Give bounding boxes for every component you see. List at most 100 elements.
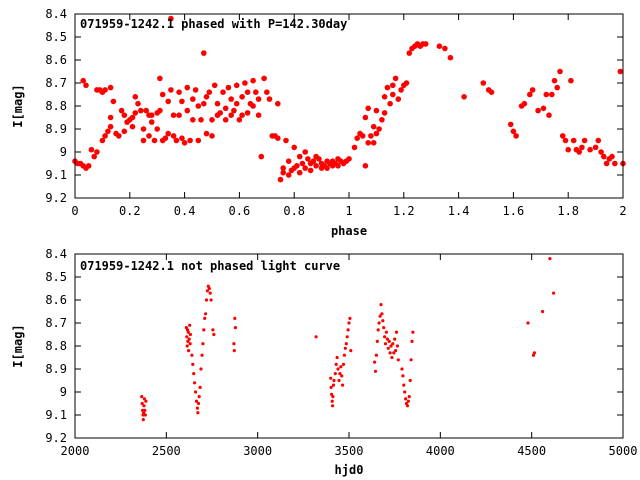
y-tick-label: 9.2 — [45, 431, 67, 445]
y-tick-label: 8.4 — [45, 7, 67, 21]
data-point — [118, 107, 125, 114]
data-point — [526, 321, 530, 325]
data-point — [107, 114, 114, 121]
data-point — [151, 137, 158, 144]
data-point — [381, 110, 388, 116]
plot-frame — [74, 13, 624, 199]
data-point — [341, 383, 345, 387]
data-point — [195, 103, 202, 109]
x-tick-label: 4500 — [517, 444, 546, 458]
data-point — [162, 135, 169, 141]
data-point — [132, 110, 139, 116]
data-point — [138, 107, 144, 114]
data-point — [532, 351, 537, 355]
data-point — [233, 82, 240, 89]
data-point — [255, 96, 262, 102]
data-point — [384, 330, 388, 334]
data-point — [148, 112, 155, 118]
data-point — [510, 128, 517, 135]
data-point — [231, 107, 237, 114]
data-point — [280, 165, 287, 171]
data-point — [193, 381, 197, 385]
data-point — [480, 80, 487, 86]
data-point — [239, 112, 245, 118]
data-point — [595, 137, 602, 144]
data-point — [346, 156, 352, 162]
data-point — [165, 130, 171, 137]
data-point — [557, 68, 563, 75]
data-point — [549, 91, 555, 98]
data-point — [436, 43, 443, 49]
data-point — [196, 411, 200, 415]
data-point — [253, 89, 259, 95]
data-point — [390, 91, 396, 98]
data-point — [236, 117, 243, 123]
data-point — [187, 137, 193, 144]
data-point — [382, 326, 386, 330]
data-point — [405, 404, 410, 408]
x-tick-label: 4000 — [426, 444, 455, 458]
data-point — [365, 140, 372, 146]
data-point — [203, 94, 210, 100]
data-point — [88, 146, 95, 153]
data-point — [334, 362, 338, 366]
data-point — [140, 126, 147, 132]
data-point — [402, 383, 406, 387]
data-point — [612, 160, 618, 167]
data-point — [176, 112, 182, 118]
data-point — [228, 96, 234, 102]
y-tick-label: 8.5 — [45, 30, 67, 44]
data-point — [394, 349, 398, 353]
data-point — [562, 137, 569, 144]
data-point — [212, 332, 216, 337]
data-point — [374, 353, 378, 357]
data-point — [324, 165, 330, 171]
data-point — [342, 353, 346, 357]
data-point — [362, 114, 369, 121]
data-point — [191, 362, 195, 366]
data-point — [383, 335, 387, 339]
data-point — [232, 342, 236, 346]
data-point — [339, 365, 343, 369]
x-tick-label: 0.2 — [119, 204, 141, 218]
data-point — [291, 144, 298, 151]
data-point — [91, 153, 97, 160]
data-point — [398, 87, 404, 93]
data-point — [190, 96, 196, 102]
data-point — [233, 316, 237, 320]
data-point — [380, 312, 384, 316]
data-point — [195, 137, 202, 144]
data-point — [376, 328, 380, 332]
data-point — [146, 133, 152, 139]
data-point — [347, 321, 351, 325]
data-point — [197, 395, 201, 399]
data-point — [165, 98, 171, 105]
data-point — [85, 163, 92, 169]
data-point — [201, 100, 207, 107]
data-point — [344, 342, 348, 346]
data-point — [335, 163, 341, 169]
data-point — [395, 344, 399, 348]
data-point — [225, 84, 232, 91]
data-point — [102, 133, 108, 139]
data-point — [338, 372, 342, 376]
data-point — [401, 374, 405, 378]
data-point — [283, 137, 289, 144]
data-point — [299, 160, 306, 167]
y-tick-label: 8.6 — [45, 53, 67, 67]
data-point — [143, 413, 147, 417]
data-point — [211, 328, 215, 332]
data-point — [329, 376, 333, 380]
data-point — [381, 319, 385, 323]
data-point — [609, 153, 615, 160]
x-tick-label: 2500 — [152, 444, 181, 458]
data-point — [222, 117, 229, 123]
data-point — [141, 418, 145, 422]
data-point — [168, 87, 174, 93]
data-point — [335, 355, 339, 360]
data-point — [388, 351, 392, 355]
data-point — [195, 406, 199, 410]
x-axis-label: hjd0 — [335, 463, 364, 477]
data-point — [362, 163, 369, 169]
data-point — [408, 378, 412, 383]
